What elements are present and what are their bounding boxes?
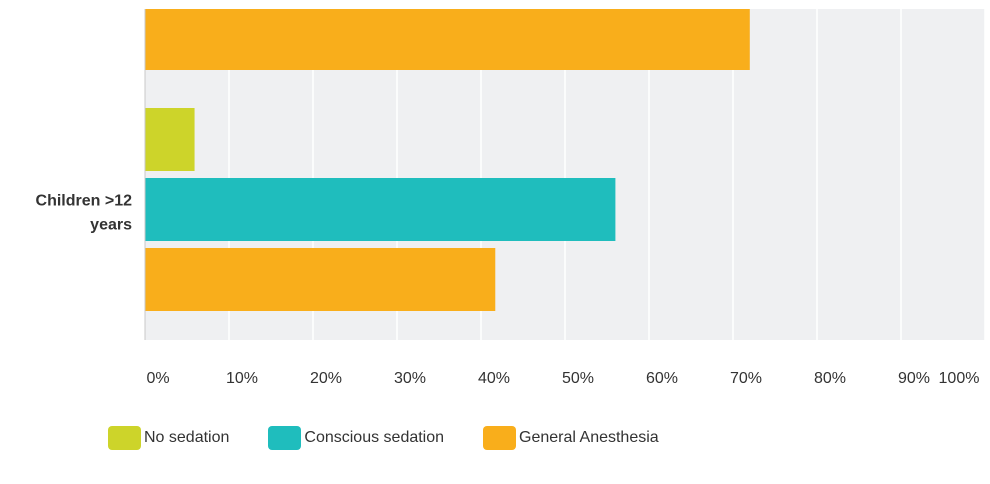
bar-conscious-sedation[interactable] (145, 178, 616, 241)
x-tick-label: 90% (898, 370, 930, 387)
x-tick-label: 0% (146, 370, 169, 387)
bar-general-anesthesia[interactable] (145, 9, 750, 70)
legend-item-no-sedation[interactable]: No sedation (108, 426, 229, 450)
legend-label: No sedation (144, 429, 230, 446)
legend-item-conscious-sedation[interactable]: Conscious sedation (268, 426, 444, 450)
bar-general-anesthesia[interactable] (145, 248, 496, 311)
legend-item-general-anesthesia[interactable]: General Anesthesia (483, 426, 659, 450)
x-tick-label: 70% (730, 370, 762, 387)
legend-swatch (268, 426, 302, 450)
bar-no-sedation[interactable] (145, 108, 195, 171)
x-tick-label: 40% (478, 370, 510, 387)
x-tick-label: 20% (310, 370, 342, 387)
x-tick-label: 50% (562, 370, 594, 387)
x-tick-label: 100% (939, 370, 980, 387)
legend-label: General Anesthesia (519, 429, 659, 446)
x-tick-label: 30% (394, 370, 426, 387)
bars (145, 9, 750, 311)
legend: No sedation Conscious sedation General A… (108, 426, 698, 450)
legend-swatch (483, 426, 517, 450)
x-tick-labels: 0% 10% 20% 30% 40% 50% 60% 70% 80% 90% 100% (146, 370, 979, 387)
x-tick-label: 10% (226, 370, 258, 387)
legend-label: Conscious sedation (304, 429, 445, 446)
category-label: Children >12 years (36, 193, 133, 234)
x-tick-label: 80% (814, 370, 846, 387)
x-tick-label: 60% (646, 370, 678, 387)
legend-swatch (108, 426, 141, 450)
